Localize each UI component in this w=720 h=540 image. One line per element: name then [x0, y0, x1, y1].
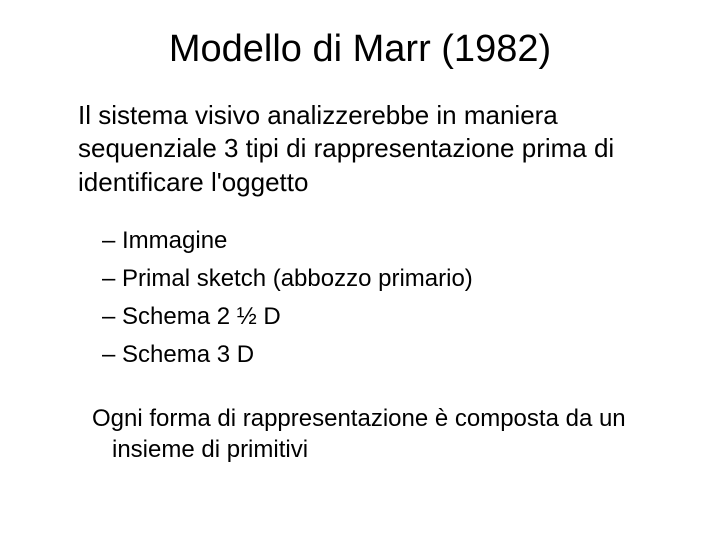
- dash-icon: –: [102, 265, 122, 292]
- dash-icon: –: [102, 341, 122, 368]
- dash-icon: –: [102, 303, 122, 330]
- list-item: – Schema 3 D: [102, 337, 660, 373]
- intro-paragraph: Il sistema visivo analizzerebbe in manie…: [78, 99, 660, 199]
- dash-icon: –: [102, 227, 122, 254]
- list-item: – Primal sketch (abbozzo primario): [102, 261, 660, 297]
- closing-paragraph: Ogni forma di rappresentazione è compost…: [92, 403, 660, 465]
- list-item: – Schema 2 ½ D: [102, 299, 660, 335]
- slide-title: Modello di Marr (1982): [40, 28, 680, 71]
- bullet-list: – Immagine – Primal sketch (abbozzo prim…: [102, 223, 660, 373]
- list-item-label: Primal sketch (abbozzo primario): [122, 265, 473, 292]
- slide: Modello di Marr (1982) Il sistema visivo…: [0, 0, 720, 540]
- list-item-label: Immagine: [122, 227, 227, 254]
- list-item-label: Schema 3 D: [122, 341, 254, 368]
- list-item-label: Schema 2 ½ D: [122, 303, 281, 330]
- list-item: – Immagine: [102, 223, 660, 259]
